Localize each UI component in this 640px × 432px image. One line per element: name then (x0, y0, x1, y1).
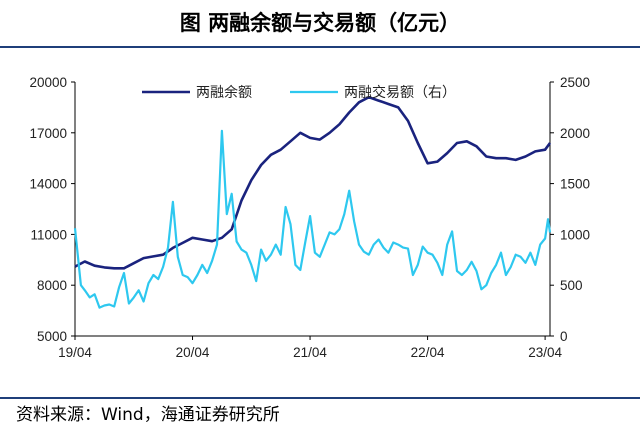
y-left-tick-label: 8000 (37, 278, 67, 293)
tick-labels: 5000 8000 11000 14000 17000 20000 0 500 1000 1500… (29, 75, 590, 360)
legend: 两融余额 两融交易额（右） (142, 84, 456, 101)
x-tick-label: 19/04 (58, 345, 92, 360)
legend-balance-label: 两融余额 (196, 84, 252, 101)
top-rule (0, 46, 640, 48)
x-tick-label: 21/04 (293, 345, 327, 360)
y-left-tick-label: 11000 (30, 227, 67, 242)
volume-series-line (73, 129, 552, 309)
chart-title: 图 两融余额与交易额（亿元） (179, 10, 461, 35)
legend-volume-label: 两融交易额（右） (344, 84, 456, 101)
y-right-tick-label: 0 (560, 329, 568, 344)
y-left-tick-label: 14000 (29, 177, 67, 192)
x-tick-label: 22/04 (411, 345, 445, 360)
y-right-tick-label: 1500 (560, 177, 590, 192)
balance-series-line (74, 95, 552, 270)
y-right-tick-label: 2000 (560, 126, 590, 141)
y-left-tick-label: 17000 (29, 126, 67, 141)
y-left-tick-label: 5000 (37, 329, 67, 344)
y-left-tick-label: 20000 (29, 75, 67, 90)
axes (71, 81, 554, 340)
y-right-tick-label: 500 (560, 278, 583, 293)
source-note: 资料来源：Wind，海通证券研究所 (16, 405, 280, 425)
y-right-tick-label: 1000 (560, 227, 590, 242)
x-tick-label: 23/04 (528, 345, 562, 360)
x-tick-label: 20/04 (176, 345, 210, 360)
bottom-rule (0, 397, 640, 399)
y-right-tick-label: 2500 (560, 75, 590, 90)
chart: 5000 8000 11000 14000 17000 20000 0 500 1000 1500… (29, 75, 590, 360)
series-lines (73, 95, 552, 309)
